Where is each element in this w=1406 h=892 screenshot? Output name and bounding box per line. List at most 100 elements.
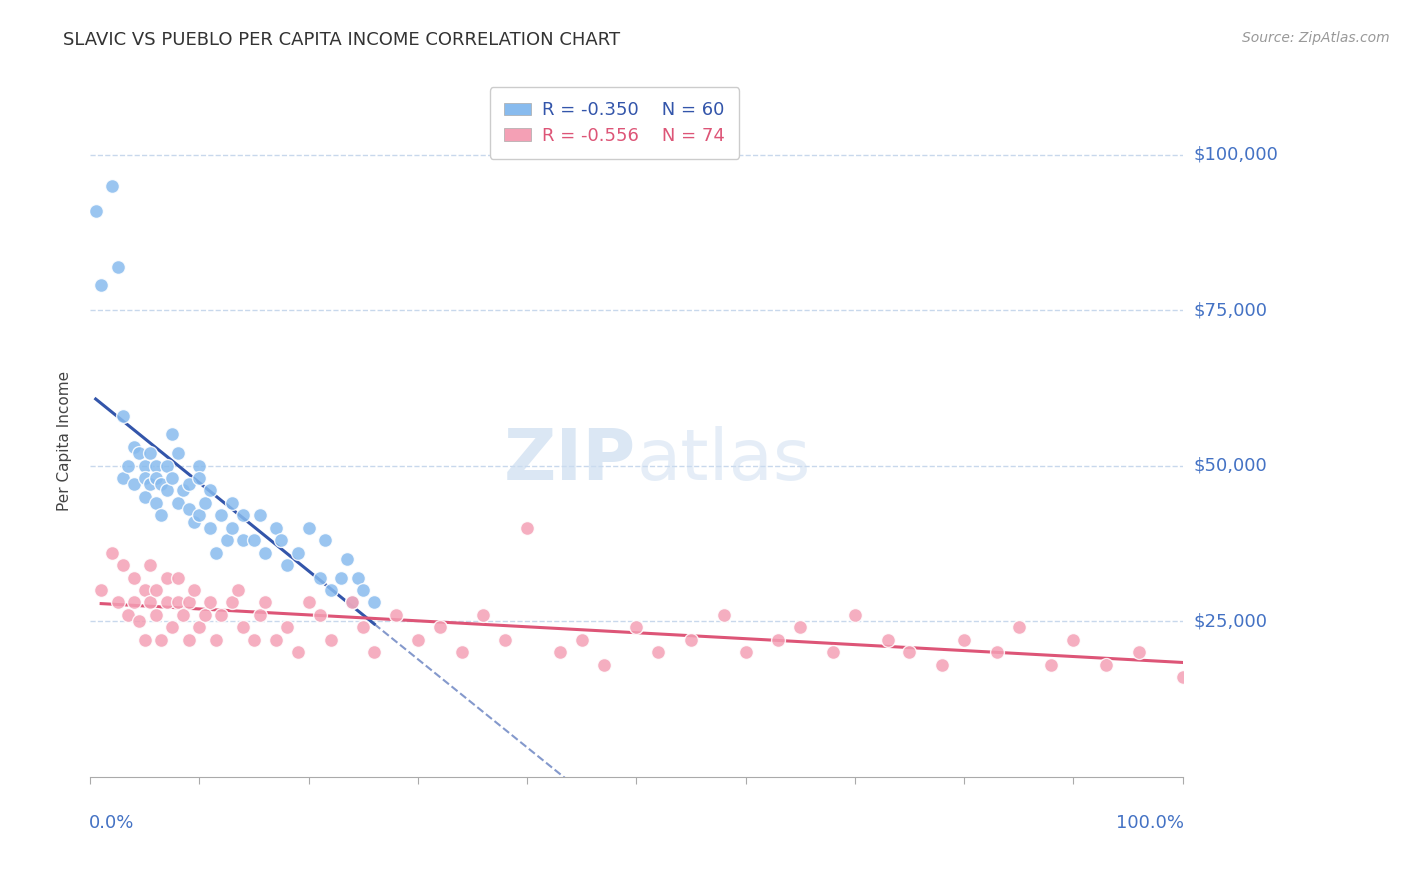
Point <box>160 620 183 634</box>
Point <box>768 632 790 647</box>
Point <box>172 483 194 498</box>
Point <box>232 533 254 548</box>
Point <box>253 595 276 609</box>
Point <box>160 471 183 485</box>
Point <box>516 521 538 535</box>
Point <box>205 546 228 560</box>
Point <box>101 178 124 193</box>
Point <box>183 515 205 529</box>
Point <box>276 558 298 573</box>
Point <box>385 607 408 622</box>
Text: ZIP: ZIP <box>505 426 637 495</box>
Point <box>953 632 976 647</box>
Point <box>450 645 472 659</box>
Point <box>160 427 183 442</box>
Point <box>330 570 353 584</box>
Text: atlas: atlas <box>637 426 811 495</box>
Point <box>122 570 145 584</box>
Point <box>107 595 129 609</box>
Point <box>205 632 228 647</box>
Point <box>145 607 167 622</box>
Point <box>90 582 112 597</box>
Point <box>128 614 150 628</box>
Point <box>571 632 593 647</box>
Point <box>134 458 156 473</box>
Point <box>363 645 385 659</box>
Point <box>188 508 211 523</box>
Point <box>122 440 145 454</box>
Point <box>156 570 179 584</box>
Point <box>494 632 516 647</box>
Point <box>876 632 898 647</box>
Point <box>139 446 162 460</box>
Point <box>101 546 124 560</box>
Point <box>221 521 243 535</box>
Point <box>150 477 173 491</box>
Point <box>215 533 238 548</box>
Point <box>352 620 374 634</box>
Point <box>139 477 162 491</box>
Point <box>156 483 179 498</box>
Point <box>319 582 342 597</box>
Point <box>1062 632 1084 647</box>
Point <box>188 471 211 485</box>
Point <box>406 632 429 647</box>
Point <box>111 471 134 485</box>
Point <box>298 595 321 609</box>
Point <box>200 521 222 535</box>
Point <box>117 607 139 622</box>
Point <box>931 657 953 672</box>
Point <box>1128 645 1150 659</box>
Point <box>177 477 200 491</box>
Point <box>319 632 342 647</box>
Point <box>1008 620 1031 634</box>
Point <box>139 558 162 573</box>
Text: $75,000: $75,000 <box>1194 301 1268 319</box>
Point <box>232 508 254 523</box>
Point <box>145 496 167 510</box>
Point <box>243 533 266 548</box>
Point <box>363 595 385 609</box>
Point <box>111 558 134 573</box>
Point <box>145 471 167 485</box>
Point <box>209 607 232 622</box>
Point <box>270 533 292 548</box>
Point <box>249 607 271 622</box>
Point <box>308 570 330 584</box>
Point <box>789 620 811 634</box>
Point <box>166 570 188 584</box>
Point <box>647 645 669 659</box>
Point <box>1171 670 1194 684</box>
Point <box>221 496 243 510</box>
Point <box>1040 657 1063 672</box>
Point <box>128 446 150 460</box>
Point <box>145 582 167 597</box>
Point <box>986 645 1008 659</box>
Point <box>150 632 173 647</box>
Point <box>336 552 359 566</box>
Text: Source: ZipAtlas.com: Source: ZipAtlas.com <box>1241 31 1389 45</box>
Point <box>1095 657 1118 672</box>
Point <box>314 533 336 548</box>
Point <box>172 607 194 622</box>
Point <box>111 409 134 423</box>
Point <box>347 570 370 584</box>
Legend: R = -0.350    N = 60, R = -0.556    N = 74: R = -0.350 N = 60, R = -0.556 N = 74 <box>489 87 740 159</box>
Point <box>287 645 309 659</box>
Point <box>134 632 156 647</box>
Point <box>253 546 276 560</box>
Point <box>679 632 702 647</box>
Point <box>177 595 200 609</box>
Point <box>232 620 254 634</box>
Point <box>713 607 735 622</box>
Point <box>734 645 756 659</box>
Point <box>117 458 139 473</box>
Text: $100,000: $100,000 <box>1194 145 1278 163</box>
Point <box>626 620 648 634</box>
Point <box>200 483 222 498</box>
Point <box>177 502 200 516</box>
Point <box>264 632 287 647</box>
Text: 100.0%: 100.0% <box>1115 814 1184 831</box>
Point <box>844 607 866 622</box>
Point <box>134 490 156 504</box>
